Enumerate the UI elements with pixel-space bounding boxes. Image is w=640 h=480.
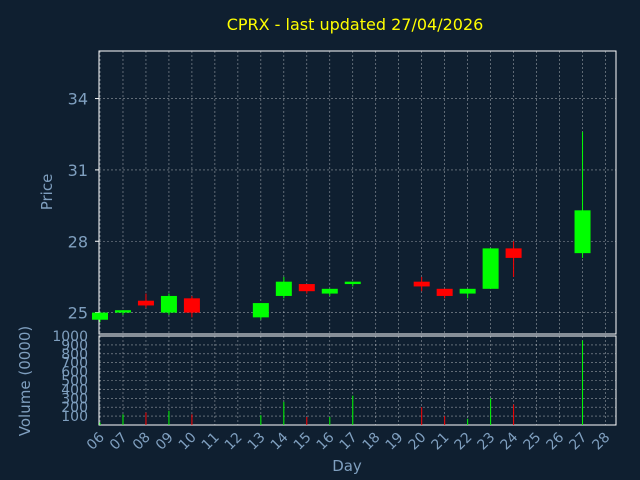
candle-body	[459, 288, 476, 294]
volume-bars	[99, 340, 584, 425]
day-tick-label: 22	[452, 430, 476, 454]
day-tick-label: 18	[360, 430, 384, 454]
price-tick-label: 28	[68, 232, 88, 251]
price-tick-label: 34	[68, 90, 88, 109]
day-tick-label: 15	[291, 430, 315, 454]
volume-tick-label: 300	[61, 391, 88, 407]
day-tick-label: 25	[520, 430, 544, 454]
day-tick-label: 20	[406, 430, 430, 454]
volume-tick-label: 100	[61, 409, 88, 425]
volume-tick-label: 800	[61, 347, 88, 363]
day-tick-label: 21	[429, 430, 453, 454]
day-tick-label: 11	[199, 430, 223, 454]
candle-body	[436, 288, 453, 296]
candle-body	[137, 300, 154, 306]
day-tick-label: 14	[268, 429, 292, 453]
candle-body	[344, 281, 361, 285]
day-tick-label: 10	[176, 430, 200, 454]
price-panel: 25 28 31 34	[68, 50, 617, 335]
volume-tick-label: 400	[61, 382, 88, 398]
day-tick-label: 23	[475, 430, 499, 454]
day-ticks: 06 07 08 09 10 11 12 13 14 15 16 17 18 19 20 21 22 23 24 25…	[84, 429, 613, 453]
candle-body	[275, 281, 292, 296]
day-tick-label: 28	[589, 430, 613, 454]
candle-body	[92, 312, 108, 320]
volume-tick-label: 500	[61, 374, 88, 390]
day-tick-label: 13	[245, 430, 269, 454]
chart-title: CPRX - last updated 27/04/2026	[227, 15, 484, 34]
day-tick-label: 16	[314, 429, 338, 453]
candle-body	[321, 288, 338, 294]
day-tick-label: 07	[107, 430, 131, 454]
volume-tick-label: 600	[61, 365, 88, 381]
price-axis-label: Price	[38, 174, 56, 211]
day-tick-label: 12	[222, 430, 246, 454]
candle-body	[252, 303, 269, 318]
price-tick-label: 25	[68, 304, 88, 323]
volume-grid	[99, 335, 616, 425]
candle-body	[114, 310, 131, 313]
price-panel-frame	[98, 50, 617, 335]
candle-body	[160, 295, 177, 313]
candle-body	[298, 284, 315, 292]
day-tick-label: 06	[84, 429, 108, 453]
price-grid	[99, 51, 616, 334]
price-tick-label: 31	[68, 161, 88, 180]
day-tick-label: 27	[566, 430, 590, 454]
volume-tick-label: 1000	[52, 329, 88, 345]
volume-axis-label: Volume (0000)	[16, 326, 34, 436]
candle-body	[413, 281, 430, 287]
volume-tick-label: 900	[61, 338, 88, 354]
candle-body	[505, 248, 522, 258]
day-tick-label: 17	[337, 430, 361, 454]
day-tick-label: 24	[498, 429, 522, 453]
day-tick-label: 19	[383, 430, 407, 454]
candle-body	[183, 298, 200, 313]
day-tick-label: 08	[130, 430, 154, 454]
candles	[92, 131, 591, 323]
volume-tick-label: 700	[61, 356, 88, 372]
candle-body	[574, 210, 591, 254]
volume-tick-label: 200	[61, 400, 88, 416]
price-ticks: 25 28 31 34	[68, 90, 99, 323]
day-tick-label: 26	[543, 429, 567, 453]
x-axis-label: Day	[332, 457, 362, 475]
candle-body	[482, 248, 499, 289]
day-tick-label: 09	[153, 430, 177, 454]
